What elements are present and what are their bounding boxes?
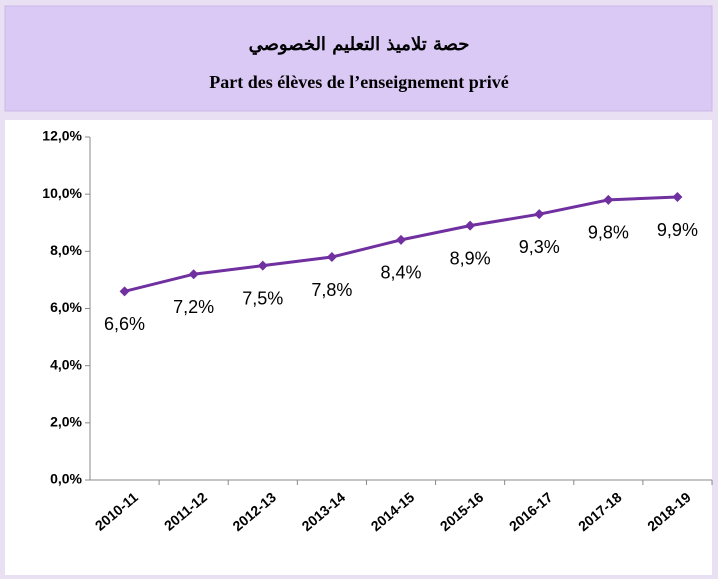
- y-tick-label: 12,0%: [42, 128, 82, 144]
- data-label: 7,8%: [311, 280, 352, 300]
- marker: [119, 286, 130, 297]
- data-label: 9,9%: [657, 220, 698, 240]
- data-label: 9,8%: [588, 223, 629, 243]
- chart-subtitle: Part des élèves de l’enseignement privé: [209, 72, 508, 92]
- marker: [188, 269, 199, 280]
- y-tick-label: 4,0%: [50, 356, 82, 372]
- y-tick-label: 6,0%: [50, 299, 82, 315]
- data-label: 8,9%: [450, 248, 491, 268]
- y-tick-label: 0,0%: [50, 471, 82, 487]
- marker: [603, 194, 614, 205]
- marker: [326, 252, 337, 263]
- data-label: 7,2%: [173, 297, 214, 317]
- marker: [465, 220, 476, 231]
- plot-background: [5, 120, 712, 575]
- header: [4, 5, 713, 112]
- y-tick-label: 10,0%: [42, 185, 82, 201]
- data-label: 7,5%: [242, 288, 283, 308]
- y-tick-label: 8,0%: [50, 242, 82, 258]
- data-label: 6,6%: [104, 314, 145, 334]
- data-label: 9,3%: [519, 237, 560, 257]
- y-tick-label: 2,0%: [50, 414, 82, 430]
- chart-title: حصة تلاميذ التعليم الخصوصي: [249, 34, 470, 55]
- marker: [396, 234, 406, 245]
- marker: [257, 260, 268, 271]
- marker: [672, 192, 683, 203]
- marker: [534, 209, 545, 220]
- data-label: 8,4%: [380, 263, 421, 283]
